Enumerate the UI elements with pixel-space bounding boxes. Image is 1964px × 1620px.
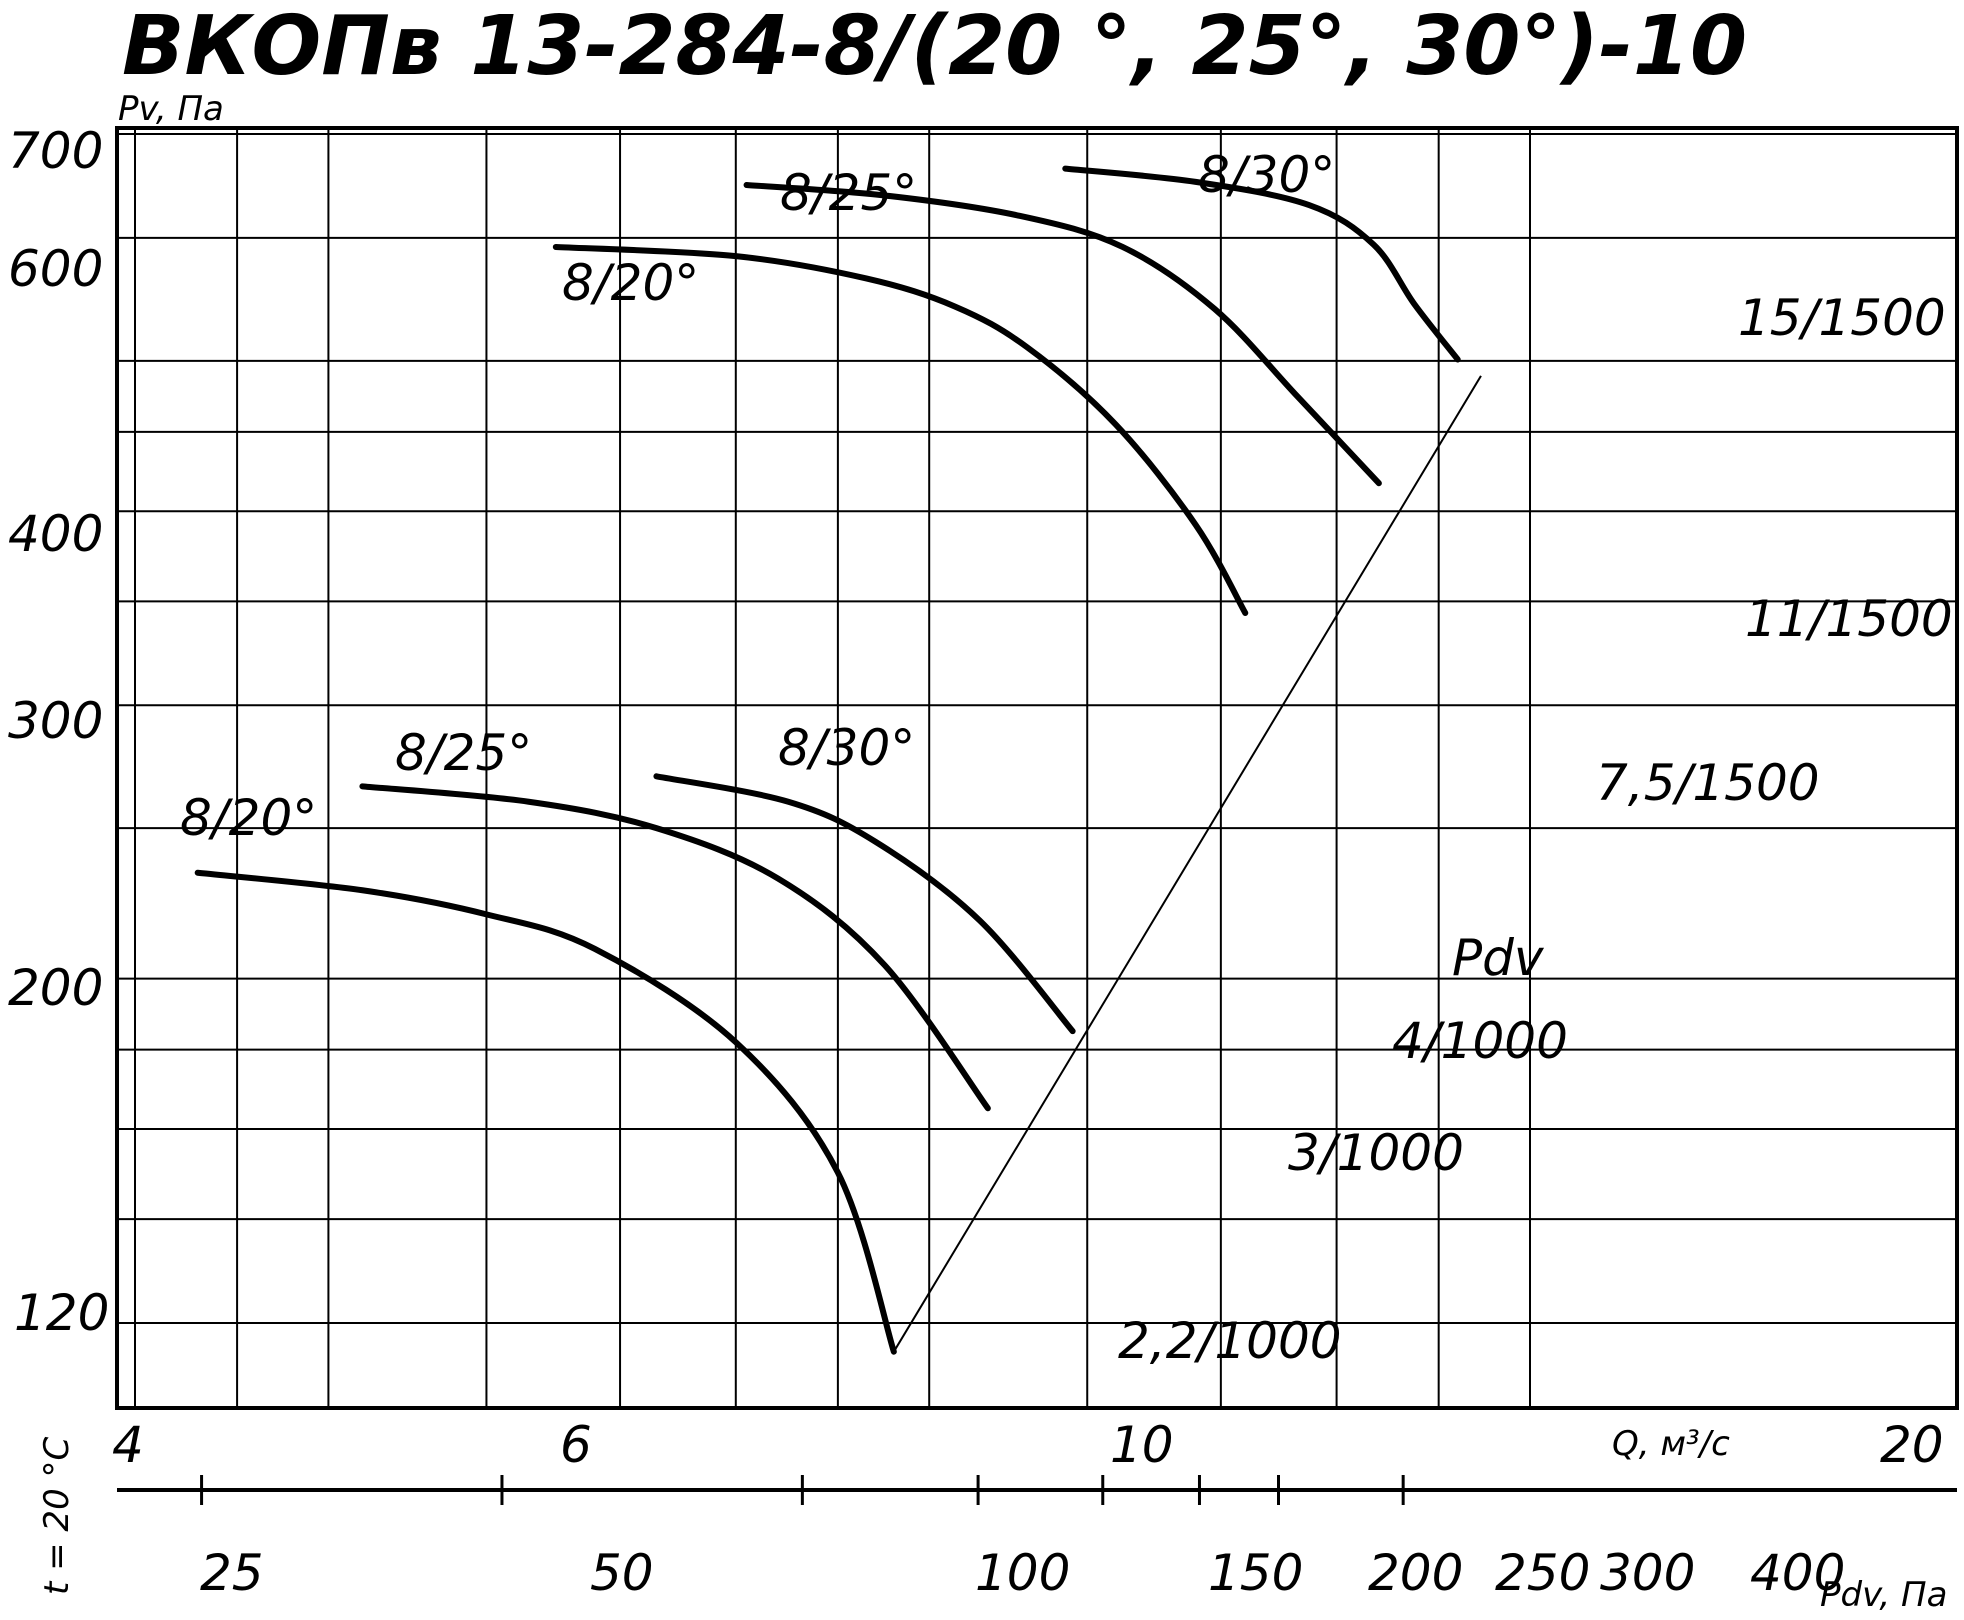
x-tick-label-10: 10: [1110, 1416, 1174, 1474]
y-tick-label-200: 200: [8, 959, 103, 1017]
pdv-tick-label-300: 300: [1600, 1544, 1695, 1602]
pdv-axis-label: Pdv, Па: [1820, 1575, 1947, 1615]
motor-label-7-5-1500: 7,5/1500: [1596, 754, 1820, 812]
curve-label-upper-30: 8/30°: [1198, 146, 1335, 204]
pdv-axis-ticks: [200, 1475, 1405, 1505]
curve-series-4: [743, 182, 1382, 487]
y-tick-label-700: 700: [8, 122, 103, 180]
pdv-tick-label-250: 250: [1495, 1544, 1590, 1602]
motor-label-2-2-1000: 2,2/1000: [1118, 1312, 1342, 1370]
motor-label-11-1500: 11/1500: [1745, 590, 1953, 648]
y-tick-label-600: 600: [8, 240, 103, 298]
y-tick-label-300: 300: [8, 692, 103, 750]
curve-label-upper-25: 8/25°: [780, 164, 917, 222]
pdv-tick-label-100: 100: [975, 1544, 1070, 1602]
motor-label-15-1500: 15/1500: [1738, 289, 1946, 347]
motor-label-3-1000: 3/1000: [1288, 1124, 1464, 1182]
x-tick-label-4: 4: [112, 1416, 144, 1474]
pdv-diagonal-line: [892, 375, 1482, 1353]
curve-series-1: [359, 783, 991, 1112]
plot-frame: [115, 126, 1959, 1410]
x-axis-label: Q, м³/с: [1612, 1424, 1730, 1464]
y-axis-label: Pv, Па: [118, 89, 224, 129]
y-tick-label-400: 400: [8, 505, 103, 563]
x-tick-label-6: 6: [560, 1416, 592, 1474]
curve-label-lower-30: 8/30°: [778, 719, 915, 777]
chart-title: ВКОПв 13-284-8/(20 °, 25°, 30°)-10: [122, 0, 1747, 94]
curve-label-upper-20: 8/20°: [562, 254, 699, 312]
y-tick-label-120: 120: [14, 1284, 109, 1342]
curve-series-2: [653, 773, 1076, 1035]
performance-curves: [194, 165, 1461, 1355]
pdv-tick-label-150: 150: [1208, 1544, 1303, 1602]
pdv-line-label: Pdv: [1452, 929, 1545, 987]
curve-series-5: [1062, 165, 1461, 363]
pdv-tick-label-50: 50: [590, 1544, 654, 1602]
curve-series-0: [194, 869, 897, 1355]
motor-label-4-1000: 4/1000: [1392, 1012, 1568, 1070]
pdv-tick-label-400: 400: [1750, 1544, 1845, 1602]
pdv-tick-label-200: 200: [1368, 1544, 1463, 1602]
x-tick-label-20: 20: [1880, 1416, 1944, 1474]
grid-lines: [117, 128, 1957, 1408]
curve-label-lower-20: 8/20°: [180, 789, 317, 847]
temperature-label: t = 20 °C: [37, 1436, 77, 1595]
curve-series-3: [552, 243, 1249, 616]
pdv-tick-label-25: 25: [200, 1544, 264, 1602]
curve-label-lower-25: 8/25°: [395, 724, 532, 782]
